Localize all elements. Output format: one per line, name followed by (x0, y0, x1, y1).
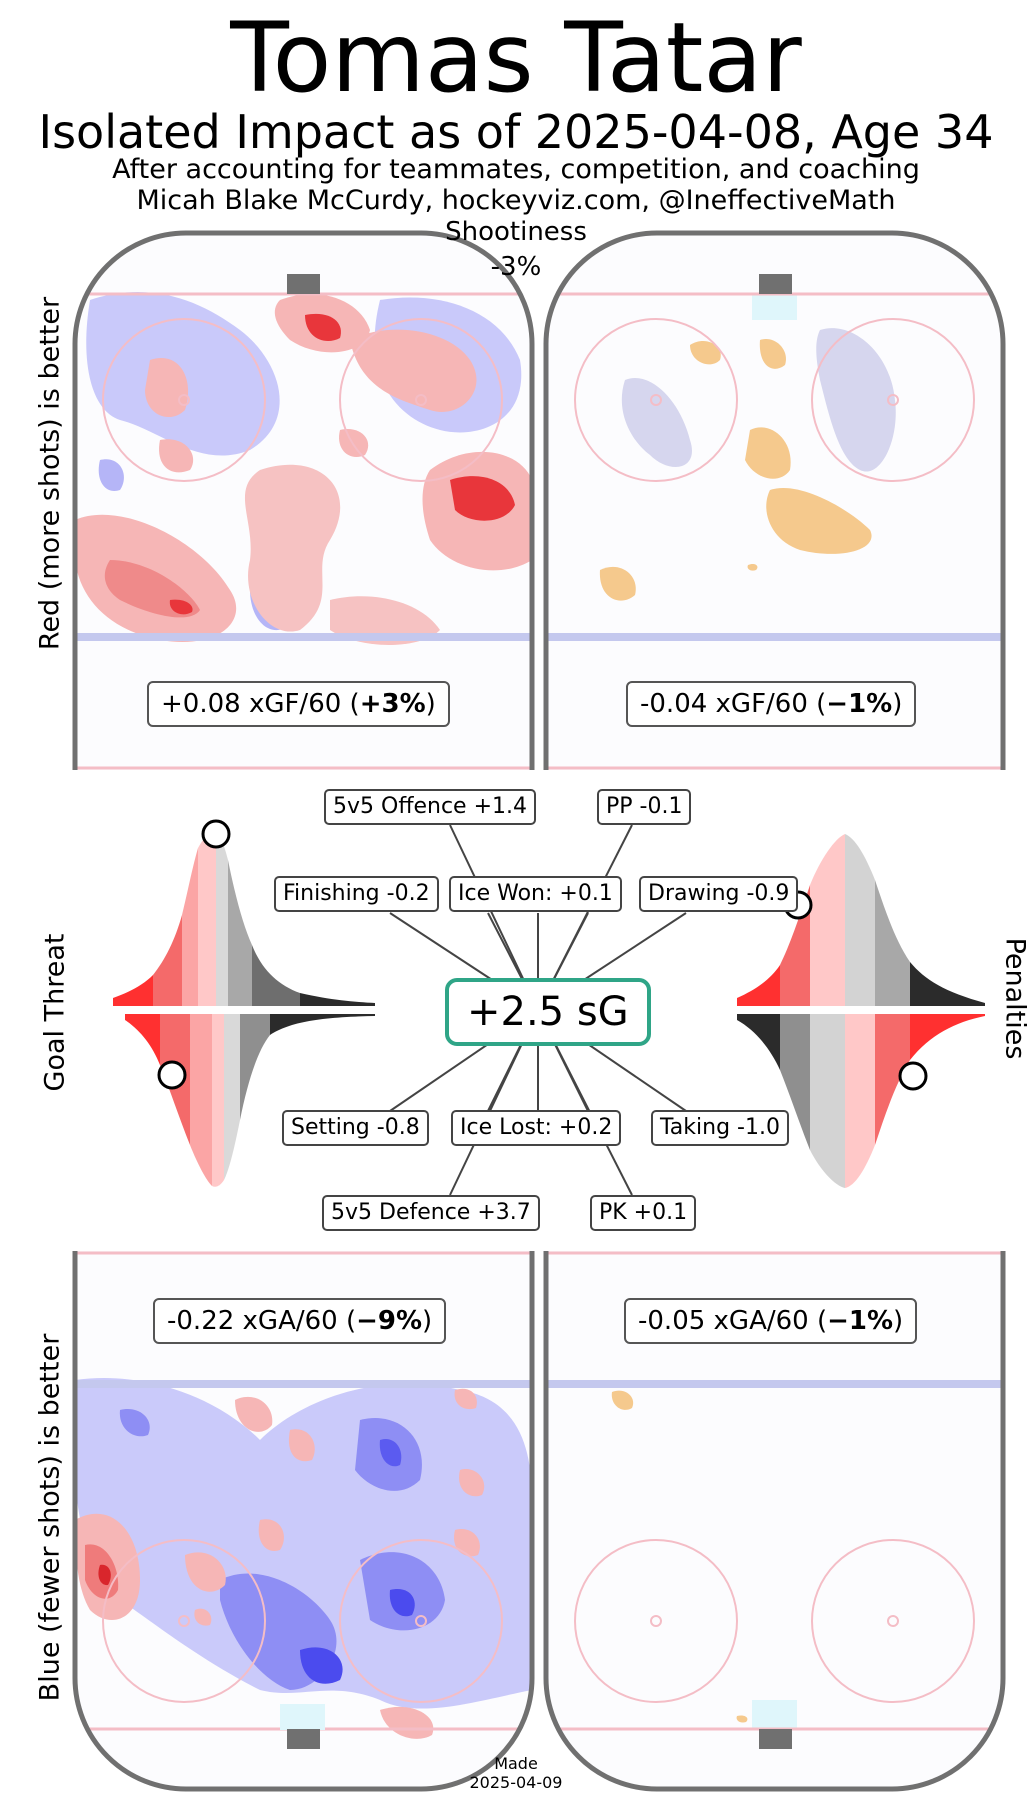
red-region (339, 429, 369, 458)
penalties-label: Penalties (999, 937, 1031, 1060)
goal-threat-marker-upper (201, 819, 231, 849)
red-region (194, 1608, 212, 1626)
pen-lower-bands (737, 1014, 985, 1188)
bottom-left-axis-label: Blue (fewer shots) is better (34, 1333, 66, 1702)
red-region (450, 476, 515, 521)
component-taking: Taking -1.0 (651, 1110, 789, 1146)
pp-region (759, 339, 786, 369)
goal-threat-marker-lower (157, 1060, 187, 1090)
rink-offence-pp (546, 233, 1003, 770)
red-region (159, 439, 194, 473)
red-region (454, 1388, 477, 1410)
pp-region (766, 488, 872, 554)
red-region (244, 464, 341, 632)
rink-defence-5v5 (75, 1251, 532, 1789)
defence-pk-stat: -0.05 xGA/60 (−1%) (624, 1298, 918, 1344)
red-region (305, 313, 341, 342)
pp-region (736, 1715, 748, 1723)
blue-region (119, 1409, 150, 1437)
component-5v5-defence: 5v5 Defence +3.7 (322, 1195, 540, 1231)
offence-5v5-stat: +0.08 xGF/60 (+3%) (147, 681, 450, 727)
red-region (288, 1429, 315, 1462)
chart-subtitle: Isolated Impact as of 2025-04-08, Age 34 (38, 105, 994, 159)
total-impact: +2.5 sG (445, 978, 651, 1046)
blue-region (300, 1647, 343, 1684)
red-region (235, 1396, 273, 1432)
dist-lower-bands (125, 1014, 375, 1187)
red-region (258, 1519, 284, 1551)
pp-region (690, 340, 721, 365)
player-name: Tomas Tatar (230, 2, 802, 114)
red-region (169, 599, 193, 615)
pp-region (611, 1390, 634, 1410)
goal-threat-distribution (113, 819, 375, 1187)
component-drawing: Drawing -0.9 (639, 876, 799, 912)
red-region (380, 1706, 434, 1739)
shootiness-label: Shootiness (445, 217, 587, 247)
penalties-distribution (737, 834, 985, 1188)
blue-region (816, 328, 896, 472)
chart-subtitle-2: After accounting for teammates, competit… (112, 154, 920, 185)
made-label: Made (494, 1754, 538, 1773)
made-date: 2025-04-09 (469, 1773, 563, 1792)
blue-region (379, 1439, 402, 1467)
component-5v5-offence: 5v5 Offence +1.4 (324, 789, 537, 825)
goal-threat-label: Goal Threat (39, 933, 71, 1092)
component-setting: Setting -0.8 (282, 1110, 429, 1146)
pen-upper-bands (737, 834, 985, 1006)
defence-5v5-stat: -0.22 xGA/60 (−9%) (153, 1298, 447, 1344)
pp-region (745, 427, 791, 479)
top-left-axis-label: Red (more shots) is better (34, 296, 66, 651)
shootiness-value: -3% (490, 252, 542, 282)
blue-region (98, 459, 124, 491)
component-ice-lost: Ice Lost: +0.2 (451, 1110, 622, 1146)
component-finishing: Finishing -0.2 (274, 876, 439, 912)
blue-region (389, 1589, 415, 1617)
rink-offence-5v5 (75, 233, 532, 770)
component-ice-won: Ice Won: +0.1 (449, 876, 622, 912)
red-region (330, 596, 440, 645)
red-region (185, 1552, 226, 1592)
red-region (459, 1469, 485, 1497)
pp-region (599, 566, 636, 601)
red-region (145, 358, 189, 418)
component-pk: PK +0.1 (590, 1195, 697, 1231)
red-region (350, 329, 477, 412)
red-region (98, 1564, 111, 1586)
offence-pp-stat: -0.04 xGF/60 (−1%) (626, 681, 917, 727)
pp-region (747, 563, 758, 571)
dist-upper-bands (113, 831, 375, 1006)
component-pp: PP -0.1 (597, 789, 692, 825)
blue-region (621, 378, 692, 467)
credit-line: Micah Blake McCurdy, hockeyviz.com, @Ine… (136, 185, 896, 216)
penalties-marker-lower (898, 1061, 928, 1091)
